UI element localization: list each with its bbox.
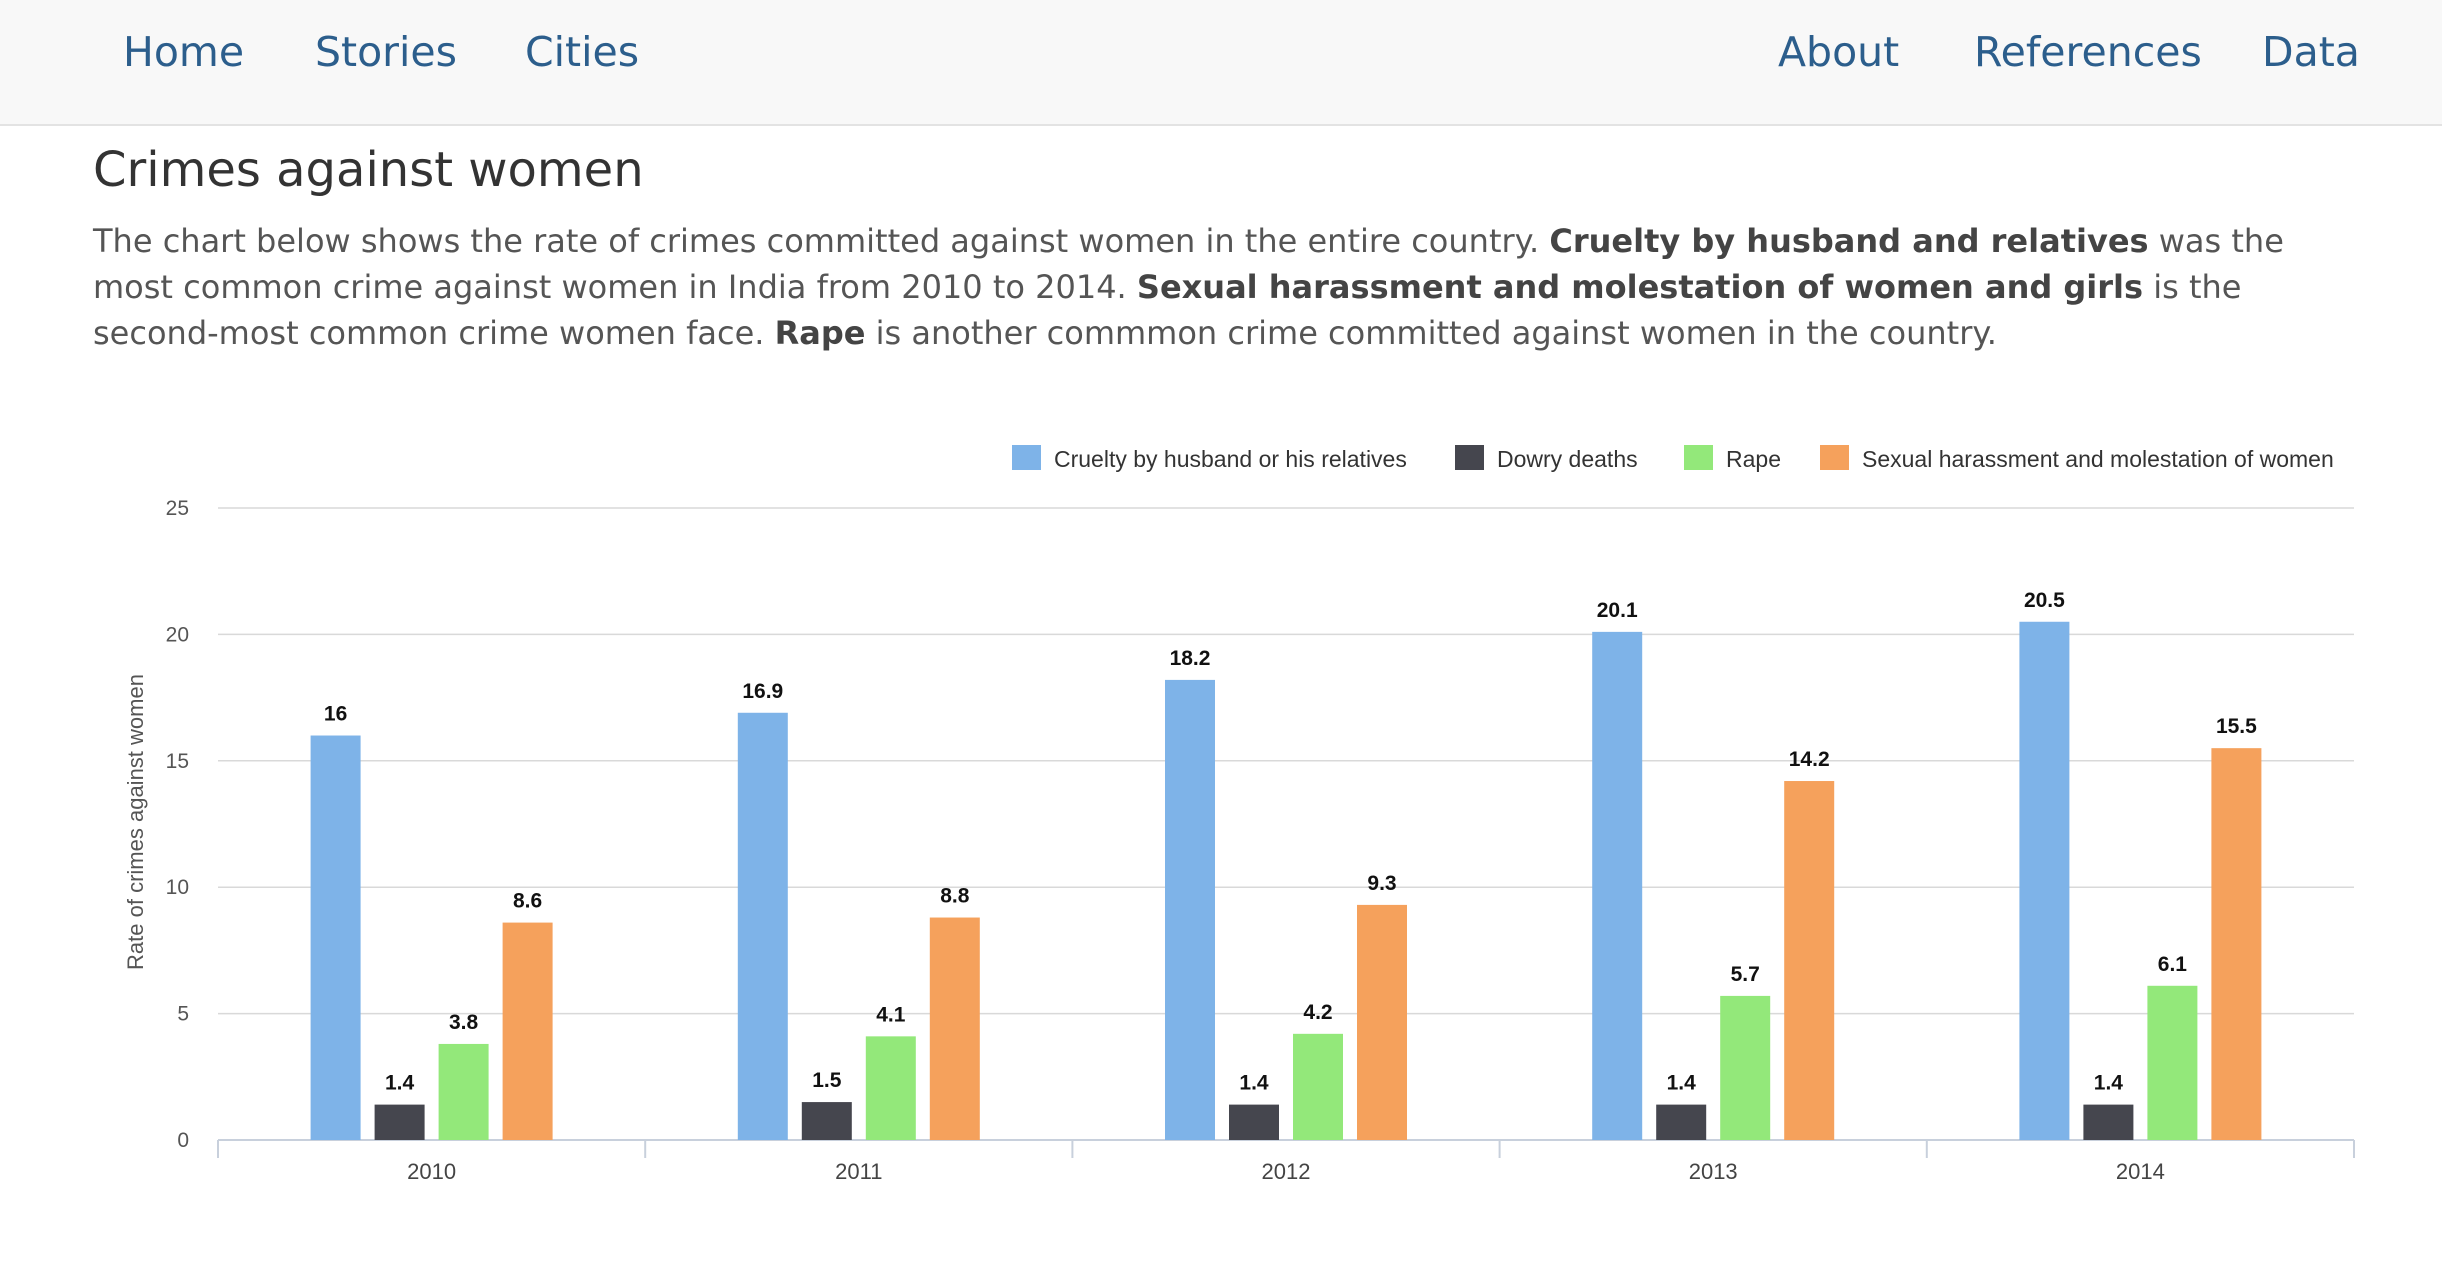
intro-text-3: is the second-most common crime women fa… bbox=[93, 268, 2242, 352]
bar-harassment-2014 bbox=[2211, 748, 2262, 1140]
nav-about-link[interactable]: About bbox=[1778, 28, 1900, 76]
bar-dowry-2014 bbox=[2083, 1104, 2134, 1140]
bar-rape-2011 bbox=[865, 1036, 916, 1140]
intro-bold-rape: Rape bbox=[774, 314, 866, 352]
bar-rape-2013 bbox=[1720, 995, 1771, 1140]
data-label: 20.5 bbox=[2024, 589, 2065, 612]
y-tick-label: 25 bbox=[166, 497, 189, 520]
bar-dowry-2012 bbox=[1229, 1104, 1279, 1140]
x-tick-label: 2010 bbox=[407, 1159, 456, 1184]
data-label: 4.1 bbox=[876, 1003, 906, 1026]
bar-cruelty-2014 bbox=[2019, 621, 2070, 1140]
intro-bold-cruelty: Cruelty by husband and relatives bbox=[1549, 222, 2149, 260]
x-tick-label: 2011 bbox=[835, 1159, 882, 1184]
legend-label-dowry: Dowry deaths bbox=[1497, 446, 1638, 472]
data-label: 16.9 bbox=[742, 680, 783, 703]
crimes-bar-chart: 0 5 10 15 20 25 2010 2011 2012 2013 2014 Rate of cr… bbox=[123, 445, 2355, 1184]
nav-home-link[interactable]: Home bbox=[123, 28, 245, 76]
y-tick-label: 10 bbox=[166, 876, 189, 899]
data-label: 5.7 bbox=[1731, 963, 1760, 986]
legend-label-harassment: Sexual harassment and molestation of wom… bbox=[1862, 446, 2334, 472]
bar-harassment-2013 bbox=[1784, 781, 1835, 1140]
data-label: 1.4 bbox=[1667, 1072, 1697, 1095]
nav-references-link[interactable]: References bbox=[1974, 28, 2202, 76]
top-navbar: Home Stories Cities About References Dat… bbox=[0, 0, 2442, 126]
data-label: 18.2 bbox=[1170, 647, 1211, 670]
bar-cruelty-2013 bbox=[1592, 631, 1643, 1140]
data-label: 20.1 bbox=[1597, 599, 1638, 622]
data-label: 1.5 bbox=[812, 1069, 842, 1092]
nav-cities-link[interactable]: Cities bbox=[525, 28, 640, 76]
legend-swatch-cruelty bbox=[1012, 445, 1041, 470]
data-label: 15.5 bbox=[2216, 715, 2257, 738]
bar-rape-2012 bbox=[1293, 1033, 1343, 1140]
nav-data-link[interactable]: Data bbox=[2262, 28, 2360, 76]
bar-rape-2010 bbox=[438, 1043, 489, 1140]
data-label: 1.4 bbox=[385, 1072, 415, 1095]
x-tick-label: 2014 bbox=[2116, 1159, 2165, 1184]
intro-paragraph: The chart below shows the rate of crimes… bbox=[93, 218, 2343, 356]
data-label: 6.1 bbox=[2158, 953, 2188, 976]
intro-text-1: The chart below shows the rate of crimes… bbox=[93, 222, 1550, 260]
data-label: 16 bbox=[324, 703, 347, 726]
page-title: Crimes against women bbox=[93, 142, 644, 198]
bar-cruelty-2011 bbox=[737, 712, 788, 1140]
bar-harassment-2010 bbox=[502, 922, 553, 1140]
data-label: 8.6 bbox=[513, 890, 542, 913]
x-tick-label: 2012 bbox=[1262, 1159, 1311, 1184]
y-tick-label: 0 bbox=[177, 1129, 189, 1152]
legend-label-cruelty: Cruelty by husband or his relatives bbox=[1054, 446, 1407, 472]
data-label: 9.3 bbox=[1367, 872, 1396, 895]
bar-dowry-2010 bbox=[374, 1104, 425, 1140]
intro-text-2: was the most common crime against women … bbox=[93, 222, 2284, 306]
bar-harassment-2011 bbox=[929, 917, 980, 1140]
intro-text-4: is another commmon crime committed again… bbox=[865, 314, 1997, 352]
legend-swatch-harassment bbox=[1820, 445, 1849, 470]
data-label: 3.8 bbox=[449, 1011, 479, 1034]
bar-dowry-2011 bbox=[801, 1102, 852, 1140]
legend-swatch-dowry bbox=[1455, 445, 1484, 470]
bar-dowry-2013 bbox=[1656, 1104, 1707, 1140]
y-axis-title: Rate of crimes against women bbox=[123, 674, 148, 970]
data-label: 14.2 bbox=[1789, 748, 1830, 771]
data-label: 1.4 bbox=[2094, 1072, 2124, 1095]
y-tick-label: 5 bbox=[177, 1003, 189, 1026]
nav-stories-link[interactable]: Stories bbox=[315, 28, 458, 76]
bar-cruelty-2010 bbox=[310, 735, 361, 1140]
data-label: 1.4 bbox=[1239, 1072, 1269, 1095]
y-tick-label: 20 bbox=[166, 623, 189, 646]
data-label: 4.2 bbox=[1303, 1001, 1332, 1024]
legend-swatch-rape bbox=[1684, 445, 1713, 470]
intro-bold-harassment: Sexual harassment and molestation of wom… bbox=[1136, 268, 2144, 306]
bar-rape-2014 bbox=[2147, 985, 2198, 1140]
legend-label-rape: Rape bbox=[1726, 446, 1781, 472]
x-tick-label: 2013 bbox=[1689, 1159, 1738, 1184]
data-label: 8.8 bbox=[940, 885, 970, 908]
y-tick-label: 15 bbox=[166, 750, 189, 773]
bar-cruelty-2012 bbox=[1165, 679, 1215, 1140]
bar-harassment-2012 bbox=[1357, 904, 1407, 1140]
